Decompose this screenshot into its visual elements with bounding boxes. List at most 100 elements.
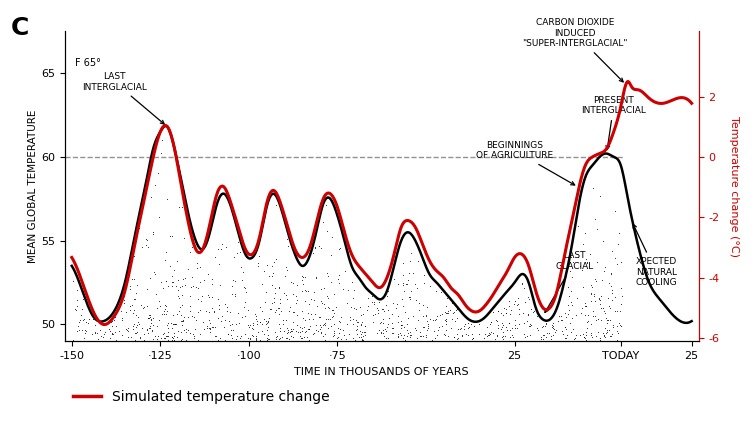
Point (381, 293, 393, 299)
Point (343, 331, 355, 338)
Point (203, 293, 215, 300)
Point (563, 267, 575, 274)
Point (339, 268, 351, 274)
Point (438, 331, 450, 338)
Point (596, 330, 608, 336)
Point (600, 314, 612, 321)
Point (178, 235, 190, 242)
Point (95, 333, 107, 339)
Point (203, 325, 215, 331)
Point (116, 332, 128, 338)
Point (327, 332, 339, 339)
Point (397, 331, 409, 338)
Point (394, 329, 406, 336)
Point (108, 317, 120, 323)
Point (290, 328, 302, 335)
Point (615, 323, 627, 330)
Point (381, 324, 393, 330)
Point (424, 315, 436, 322)
Point (164, 233, 176, 240)
Point (166, 283, 178, 290)
Point (225, 327, 238, 333)
Point (611, 337, 623, 344)
Point (503, 320, 515, 327)
Point (204, 328, 216, 335)
Point (89, 329, 101, 336)
Point (124, 286, 136, 293)
Point (259, 298, 271, 305)
Point (510, 302, 523, 309)
Point (392, 333, 404, 339)
Point (440, 310, 452, 317)
Point (615, 285, 627, 291)
Point (572, 222, 584, 229)
Point (127, 322, 139, 329)
Point (147, 230, 159, 237)
Point (75, 312, 87, 319)
Point (104, 335, 116, 342)
Point (357, 336, 369, 343)
Point (598, 267, 610, 274)
Point (238, 284, 250, 290)
Point (382, 288, 394, 295)
Point (280, 267, 293, 274)
Point (391, 301, 403, 307)
Point (333, 272, 345, 279)
Point (500, 309, 512, 316)
Point (168, 336, 180, 343)
Point (282, 329, 294, 336)
Point (606, 247, 618, 254)
Point (377, 306, 389, 312)
Point (160, 310, 172, 317)
Point (560, 314, 572, 321)
Point (586, 283, 598, 290)
Point (89, 321, 101, 328)
Point (328, 320, 340, 327)
Point (479, 330, 491, 337)
Point (319, 330, 331, 337)
Point (334, 326, 346, 333)
Point (388, 276, 400, 282)
Point (441, 310, 453, 317)
Point (265, 262, 277, 269)
Point (504, 311, 516, 318)
Point (387, 330, 399, 337)
Point (280, 334, 292, 341)
Point (352, 319, 364, 325)
Point (212, 246, 224, 253)
Point (299, 317, 311, 324)
Point (146, 328, 158, 334)
Point (168, 266, 180, 273)
Point (567, 338, 579, 344)
Point (273, 336, 285, 342)
Point (324, 316, 336, 323)
Point (274, 328, 286, 335)
Point (585, 290, 597, 297)
Point (559, 324, 571, 331)
Point (296, 325, 308, 332)
Point (354, 304, 366, 310)
Point (322, 272, 334, 279)
Point (394, 332, 406, 338)
Point (334, 245, 346, 251)
Point (424, 282, 436, 289)
Point (584, 251, 596, 258)
Point (562, 301, 574, 308)
Point (121, 334, 133, 341)
Point (315, 330, 327, 337)
Point (280, 325, 293, 331)
Point (308, 296, 320, 303)
Point (78, 316, 90, 322)
Point (585, 290, 597, 297)
Point (421, 325, 434, 331)
Point (504, 298, 516, 305)
Point (565, 254, 577, 261)
Point (293, 324, 305, 330)
Point (518, 320, 530, 326)
Point (506, 331, 518, 338)
Point (403, 294, 415, 301)
Point (176, 301, 188, 308)
Point (560, 332, 572, 338)
Point (147, 315, 159, 322)
Point (146, 315, 158, 322)
